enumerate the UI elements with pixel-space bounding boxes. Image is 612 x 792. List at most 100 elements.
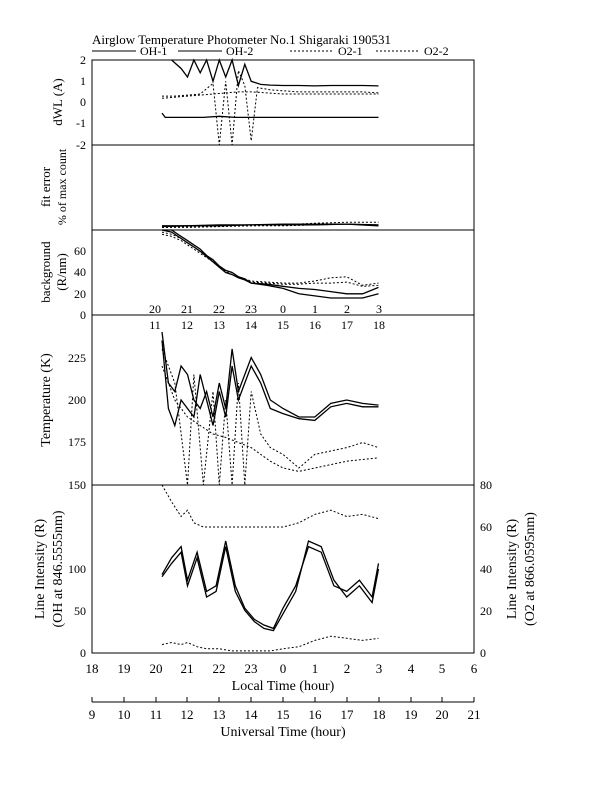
ut-tick-14: 14 — [245, 707, 259, 722]
yticks-temperature: 225 200 175 — [68, 351, 86, 449]
ut-tick-13: 13 — [213, 707, 226, 722]
overlay-tick-15: 15 — [277, 318, 289, 332]
overlay-tick-22: 22 — [213, 302, 225, 316]
ut-tick-10: 10 — [118, 707, 131, 722]
ut-tick-12: 12 — [181, 707, 194, 722]
lt-tick-4: 4 — [408, 661, 415, 676]
series-layer — [161, 57, 380, 652]
legend-label-oh2: OH-2 — [226, 44, 253, 58]
ytick-int-50: 50 — [74, 604, 86, 618]
xaxis-ut: 9 10 11 12 13 14 15 16 17 18 19 20 21 — [89, 707, 481, 722]
y2tick-int-0: 0 — [480, 646, 486, 660]
ylabel-intensity-2: (OH at 846.5555nm) — [51, 510, 66, 627]
series-temperature-o2-1 — [161, 348, 379, 486]
ytick-dwl-2: 2 — [80, 53, 86, 67]
series-background-o2-1 — [161, 231, 379, 286]
lt-tick-6: 6 — [471, 661, 478, 676]
lt-tick-18: 18 — [86, 661, 99, 676]
series-dwl-oh-1 — [161, 112, 379, 119]
series-dwl-o2-1 — [162, 70, 379, 146]
series-background-oh-1 — [162, 229, 379, 299]
series-fiterror-o2-2 — [162, 223, 379, 228]
overlay-tick-2: 2 — [344, 302, 350, 316]
lt-tick-1: 1 — [312, 661, 319, 676]
legend-label-o21: O2-1 — [338, 44, 363, 58]
ut-tick-15: 15 — [277, 707, 290, 722]
series-intensity-o2-2 — [161, 635, 379, 652]
yticks-intensity: 150 100 50 0 — [68, 478, 86, 660]
xlabel-local: Local Time (hour) — [232, 679, 335, 694]
ytick-int-100: 100 — [68, 562, 86, 576]
overlay-tick-20: 20 — [149, 302, 161, 316]
y2ticks-intensity: 80 60 40 20 0 — [480, 478, 492, 660]
overlay-tick-14: 14 — [245, 318, 257, 332]
lt-tick-23: 23 — [245, 661, 258, 676]
y2label-intensity-1: Line Intensity (R) — [505, 519, 520, 620]
overlay-tick-3: 3 — [376, 302, 382, 316]
ut-tick-16: 16 — [309, 707, 323, 722]
ut-tick-17: 17 — [341, 707, 355, 722]
panel-fiterror-frame — [91, 144, 475, 231]
series-fiterror-o2-1 — [161, 221, 379, 228]
ytick-dwl-1: 1 — [80, 74, 86, 88]
lt-tick-19: 19 — [118, 661, 131, 676]
ytick-dwl-m1: -1 — [76, 116, 86, 130]
overlay-tick-16: 16 — [309, 318, 321, 332]
legend-label-o22: O2-2 — [424, 44, 449, 58]
ytick-dwl-0: 0 — [80, 95, 86, 109]
legend: OH-1 OH-2 O2-1 O2-2 — [92, 44, 449, 58]
overlay-tick-0: 0 — [280, 302, 286, 316]
series-temperature-oh-2 — [161, 340, 379, 428]
chart-title: Airglow Temperature Photometer No.1 Shig… — [92, 32, 391, 47]
series-intensity-o2-1 — [161, 484, 379, 528]
overlay-tick-17: 17 — [341, 318, 353, 332]
series-dwl-oh-2 — [171, 57, 379, 88]
ylabel-background-1: background — [38, 241, 53, 303]
ytick-temp-200: 200 — [68, 393, 86, 407]
y2tick-int-60: 60 — [480, 520, 492, 534]
y2tick-int-20: 20 — [480, 604, 492, 618]
series-background-o2-2 — [161, 233, 379, 287]
panel-intensity-frame — [91, 484, 475, 654]
series-intensity-oh-2 — [161, 540, 380, 632]
lt-tick-3: 3 — [376, 661, 383, 676]
overlay-tick-23: 23 — [245, 302, 257, 316]
ytick-temp-175: 175 — [68, 435, 86, 449]
ytick-bg-60: 60 — [74, 244, 86, 258]
ytick-bg-20: 20 — [74, 287, 86, 301]
lt-tick-22: 22 — [213, 661, 226, 676]
xlabel-ut: Universal Time (hour) — [220, 725, 346, 740]
panel-temperature-frame — [91, 314, 475, 486]
series-temperature-o2-2 — [161, 365, 379, 472]
xaxis-ut-tickmarks — [91, 697, 475, 702]
ylabel-dwl: dWL (A) — [50, 78, 65, 126]
panel-dwl-frame — [91, 59, 475, 146]
ylabel-intensity-1: Line Intensity (R) — [33, 519, 48, 620]
y2tick-int-80: 80 — [480, 478, 492, 492]
lt-tick-2: 2 — [344, 661, 351, 676]
ut-tick-18: 18 — [373, 707, 386, 722]
overlay-tick-11: 11 — [149, 318, 161, 332]
ut-tick-19: 19 — [405, 707, 418, 722]
lt-tick-0: 0 — [280, 661, 287, 676]
ytick-int-150: 150 — [68, 478, 86, 492]
xaxis-local: 18 19 20 21 22 23 0 1 2 3 4 5 6 — [86, 661, 478, 676]
ylabel-fiterror-2: % of max count — [55, 148, 69, 225]
overlay-tick-13: 13 — [213, 318, 225, 332]
series-background-oh-2 — [161, 229, 379, 295]
overlay-ticks-row1: 11 12 13 14 15 16 17 18 — [149, 318, 385, 332]
overlay-ticks-row2: 20 21 22 23 0 1 2 3 — [149, 302, 382, 316]
overlay-tick-12: 12 — [181, 318, 193, 332]
y2label-intensity-2: (O2 at 866.0595nm) — [523, 512, 538, 626]
ut-tick-9: 9 — [89, 707, 96, 722]
series-temperature-oh-1 — [161, 331, 379, 418]
overlay-tick-1: 1 — [312, 302, 318, 316]
ut-tick-11: 11 — [150, 707, 163, 722]
ut-tick-21: 21 — [468, 707, 481, 722]
overlay-tick-21: 21 — [181, 302, 193, 316]
ytick-dwl-m2: -2 — [76, 138, 86, 152]
overlay-tick-18: 18 — [373, 318, 385, 332]
series-intensity-oh-1 — [161, 540, 380, 630]
ylabel-background-2: (R/nm) — [54, 253, 69, 291]
